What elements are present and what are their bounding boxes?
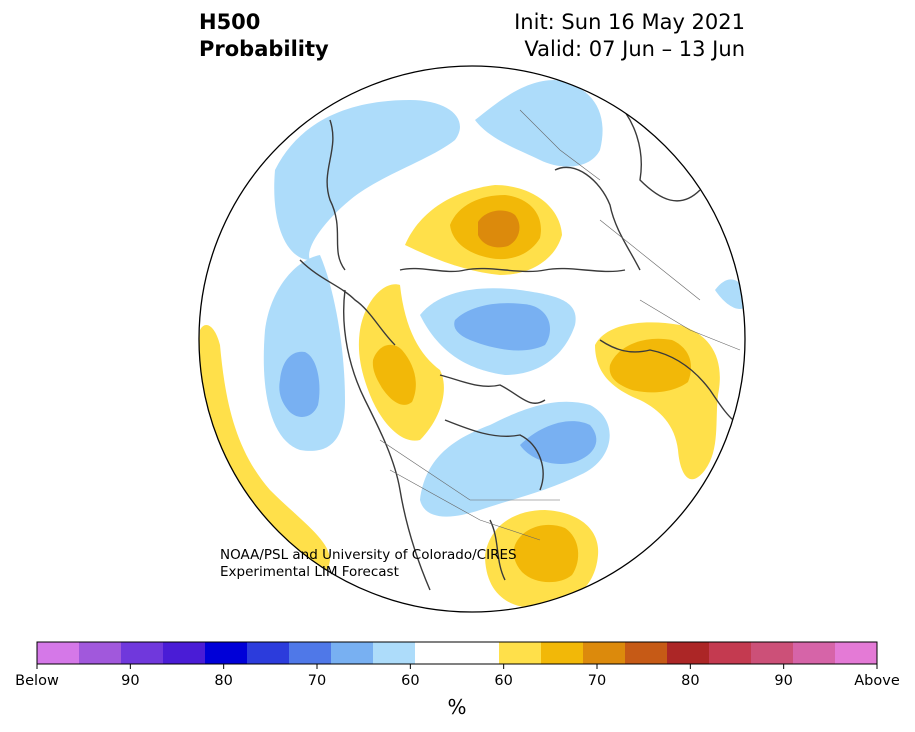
colorbar-cell — [79, 642, 122, 664]
credit-line-1: NOAA/PSL and University of Colorado/CIRE… — [220, 547, 517, 563]
colorbar-tick-label: Above — [854, 673, 900, 689]
title-product: Probability — [199, 37, 329, 61]
colorbar-tick-label: Below — [15, 673, 59, 689]
colorbar-tick-label: 70 — [587, 673, 607, 689]
anomaly-blue-east-pacific — [279, 351, 320, 417]
colorbar-tick-label: 60 — [494, 673, 513, 689]
colorbar-cell — [373, 642, 416, 664]
colorbar-cell — [205, 642, 248, 664]
valid-range: Valid: 07 Jun – 13 Jun — [524, 37, 745, 61]
colorbar-cell — [751, 642, 794, 664]
colorbar-tick-label: 70 — [307, 673, 327, 689]
colorbar-tick-label: 80 — [214, 673, 233, 689]
coastlines — [299, 99, 741, 591]
colorbar-tick-label: 60 — [401, 673, 420, 689]
colorbar-cell — [457, 642, 500, 664]
credit-line-2: Experimental LIM Forecast — [220, 564, 399, 580]
anomaly-blue-labrador — [520, 421, 597, 465]
anomaly-orange-barents — [478, 210, 520, 248]
colorbar — [36, 641, 878, 669]
chart-title: H500 Probability — [199, 9, 329, 63]
colorbar-cell — [121, 642, 164, 664]
colorbar-cell — [541, 642, 584, 664]
colorbar-cell — [37, 642, 80, 664]
borders — [379, 109, 741, 541]
colorbar-cell — [289, 642, 332, 664]
forecast-dates: Init: Sun 16 May 2021 Valid: 07 Jun – 13… — [514, 9, 745, 63]
colorbar-tick-label: 90 — [121, 673, 140, 689]
colorbar-cell — [163, 642, 206, 664]
colorbar-cell — [625, 642, 668, 664]
anomaly-light-blue-scandinavia — [475, 80, 603, 167]
colorbar-frame — [36, 641, 878, 665]
colorbar-cell — [835, 642, 878, 664]
colorbar-cell — [499, 642, 542, 664]
credit-text: NOAA/PSL and University of Colorado/CIRE… — [220, 547, 517, 581]
colorbar-tick-label: 90 — [774, 673, 793, 689]
colorbar-cell — [247, 642, 290, 664]
colorbar-cell — [667, 642, 710, 664]
colorbar-cell — [415, 642, 458, 664]
anomaly-gold-atlantic — [513, 524, 579, 583]
colorbar-cell — [331, 642, 374, 664]
title-variable: H500 — [199, 10, 261, 34]
init-date: Init: Sun 16 May 2021 — [514, 10, 745, 34]
colorbar-cell — [793, 642, 836, 664]
anomaly-blue-siberia — [454, 303, 550, 351]
colorbar-cell — [709, 642, 752, 664]
polar-map — [198, 65, 746, 613]
map-boundary — [198, 65, 746, 613]
anomaly-gold-alaska — [372, 344, 416, 405]
colorbar-tick-label: 80 — [681, 673, 700, 689]
anomaly-light-blue-north-pacific — [274, 100, 460, 260]
colorbar-cell — [583, 642, 626, 664]
colorbar-unit: % — [447, 695, 467, 719]
